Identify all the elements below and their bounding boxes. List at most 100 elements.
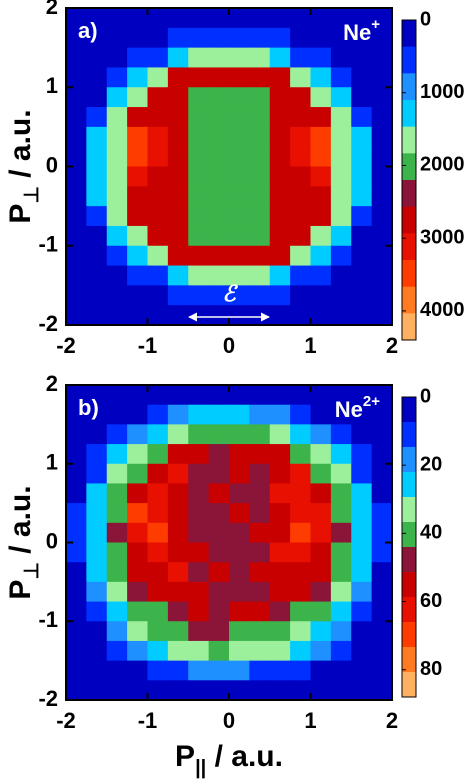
heatmap-cell bbox=[290, 146, 311, 167]
heatmap-cell bbox=[167, 87, 189, 108]
annotation: ℰ bbox=[222, 281, 238, 306]
heatmap-cell bbox=[290, 186, 311, 207]
heatmap-cell bbox=[290, 47, 311, 68]
heatmap-cell bbox=[330, 385, 352, 406]
heatmap-cell bbox=[351, 305, 373, 326]
heatmap-cell bbox=[167, 542, 189, 563]
x-tick-label: 1 bbox=[304, 708, 316, 733]
heatmap-cell bbox=[106, 265, 128, 286]
heatmap-cell bbox=[66, 621, 87, 642]
heatmap-cell bbox=[167, 621, 189, 642]
heatmap-cell bbox=[249, 186, 271, 207]
heatmap-cell bbox=[208, 47, 230, 68]
heatmap-cell bbox=[188, 225, 210, 247]
heatmap-cell bbox=[290, 8, 311, 29]
colorbar-tick-label: 4000 bbox=[420, 299, 465, 321]
heatmap-cell bbox=[310, 424, 332, 445]
heatmap-cell bbox=[229, 601, 250, 622]
heatmap-cell bbox=[167, 424, 189, 445]
y-axis-label: P⊥ / a.u. bbox=[4, 109, 43, 223]
heatmap-cell bbox=[127, 542, 148, 563]
colorbar-band bbox=[402, 233, 416, 261]
heatmap-cell bbox=[290, 601, 311, 622]
heatmap-cell bbox=[66, 463, 87, 484]
heatmap-cell bbox=[351, 522, 373, 543]
heatmap-cell bbox=[86, 305, 108, 326]
heatmap-cell bbox=[290, 285, 311, 306]
heatmap-cell bbox=[66, 166, 87, 187]
heatmap-cell bbox=[127, 601, 148, 622]
heatmap-cell bbox=[371, 126, 393, 148]
x-tick-label: -2 bbox=[56, 708, 76, 733]
colorbar-frame bbox=[401, 19, 417, 341]
heatmap-cell bbox=[167, 562, 189, 583]
colorbar-band bbox=[402, 206, 416, 234]
heatmap-cell bbox=[290, 621, 311, 642]
y-tick-label: 0 bbox=[46, 528, 58, 553]
heatmap-cell bbox=[229, 404, 250, 425]
heatmap-cell bbox=[351, 385, 373, 406]
heatmap-cell bbox=[269, 265, 291, 286]
heatmap-cell bbox=[167, 47, 189, 68]
colorbar-tick-label: 80 bbox=[420, 658, 442, 680]
heatmap-cell bbox=[127, 265, 148, 286]
heatmap-cell bbox=[371, 206, 393, 227]
heatmap-cell bbox=[249, 385, 271, 406]
heatmap-cell bbox=[351, 126, 373, 148]
heatmap-cell bbox=[147, 601, 169, 622]
heatmap-cell bbox=[66, 404, 87, 425]
heatmap-cell bbox=[351, 206, 373, 227]
heatmap-cell bbox=[351, 225, 373, 247]
heatmap-cell bbox=[229, 245, 250, 267]
heatmap-cell bbox=[188, 621, 210, 642]
heatmap-cell bbox=[310, 107, 332, 128]
heatmap-cell bbox=[371, 621, 393, 642]
heatmap-cell bbox=[167, 146, 189, 167]
heatmap-cell bbox=[290, 107, 311, 128]
heatmap-cell bbox=[86, 186, 108, 207]
colorbar-tick-label: 0 bbox=[420, 8, 431, 30]
heatmap-cell bbox=[269, 206, 291, 227]
heatmap-cell bbox=[351, 503, 373, 524]
heatmap-cell bbox=[269, 444, 291, 465]
y-tick-label: 0 bbox=[46, 152, 58, 177]
heatmap-cell bbox=[229, 680, 250, 701]
y-tick-label: 2 bbox=[46, 371, 58, 396]
heatmap-cell bbox=[371, 483, 393, 504]
heatmap-cell bbox=[106, 285, 128, 306]
heatmap-cell bbox=[249, 483, 271, 504]
panel-label: a) bbox=[78, 18, 98, 43]
heatmap-cell bbox=[330, 107, 352, 128]
heatmap-cell bbox=[330, 265, 352, 286]
heatmap-cell bbox=[86, 206, 108, 227]
heatmap-cell bbox=[249, 601, 271, 622]
heatmap-cell bbox=[371, 265, 393, 286]
heatmap-cell bbox=[310, 463, 332, 484]
heatmap-cell bbox=[208, 265, 230, 286]
heatmap-cell bbox=[269, 680, 291, 701]
heatmap-cell bbox=[86, 542, 108, 563]
heatmap-cell bbox=[167, 186, 189, 207]
heatmap-cell bbox=[310, 146, 332, 167]
heatmap-cell bbox=[249, 660, 271, 681]
heatmap-cell bbox=[351, 463, 373, 484]
colorbar-band bbox=[402, 622, 416, 648]
heatmap-cell bbox=[147, 385, 169, 406]
heatmap-cell bbox=[66, 385, 87, 406]
heatmap-cell bbox=[127, 8, 148, 29]
heatmap-cell bbox=[188, 166, 210, 187]
ion-charge: 2+ bbox=[363, 393, 380, 410]
heatmap-cell bbox=[86, 444, 108, 465]
heatmap-cell bbox=[208, 67, 230, 88]
heatmap-cell bbox=[351, 621, 373, 642]
heatmap-cell bbox=[330, 463, 352, 484]
heatmap-cell bbox=[66, 47, 87, 68]
ion-label: Ne+ bbox=[343, 16, 380, 44]
heatmap-cell bbox=[86, 581, 108, 603]
heatmap-cell bbox=[208, 186, 230, 207]
heatmap-cell bbox=[371, 27, 393, 49]
heatmap-cell bbox=[188, 444, 210, 465]
heatmap-cell bbox=[249, 542, 271, 563]
heatmap-cell bbox=[147, 424, 169, 445]
heatmap-cell bbox=[269, 640, 291, 662]
